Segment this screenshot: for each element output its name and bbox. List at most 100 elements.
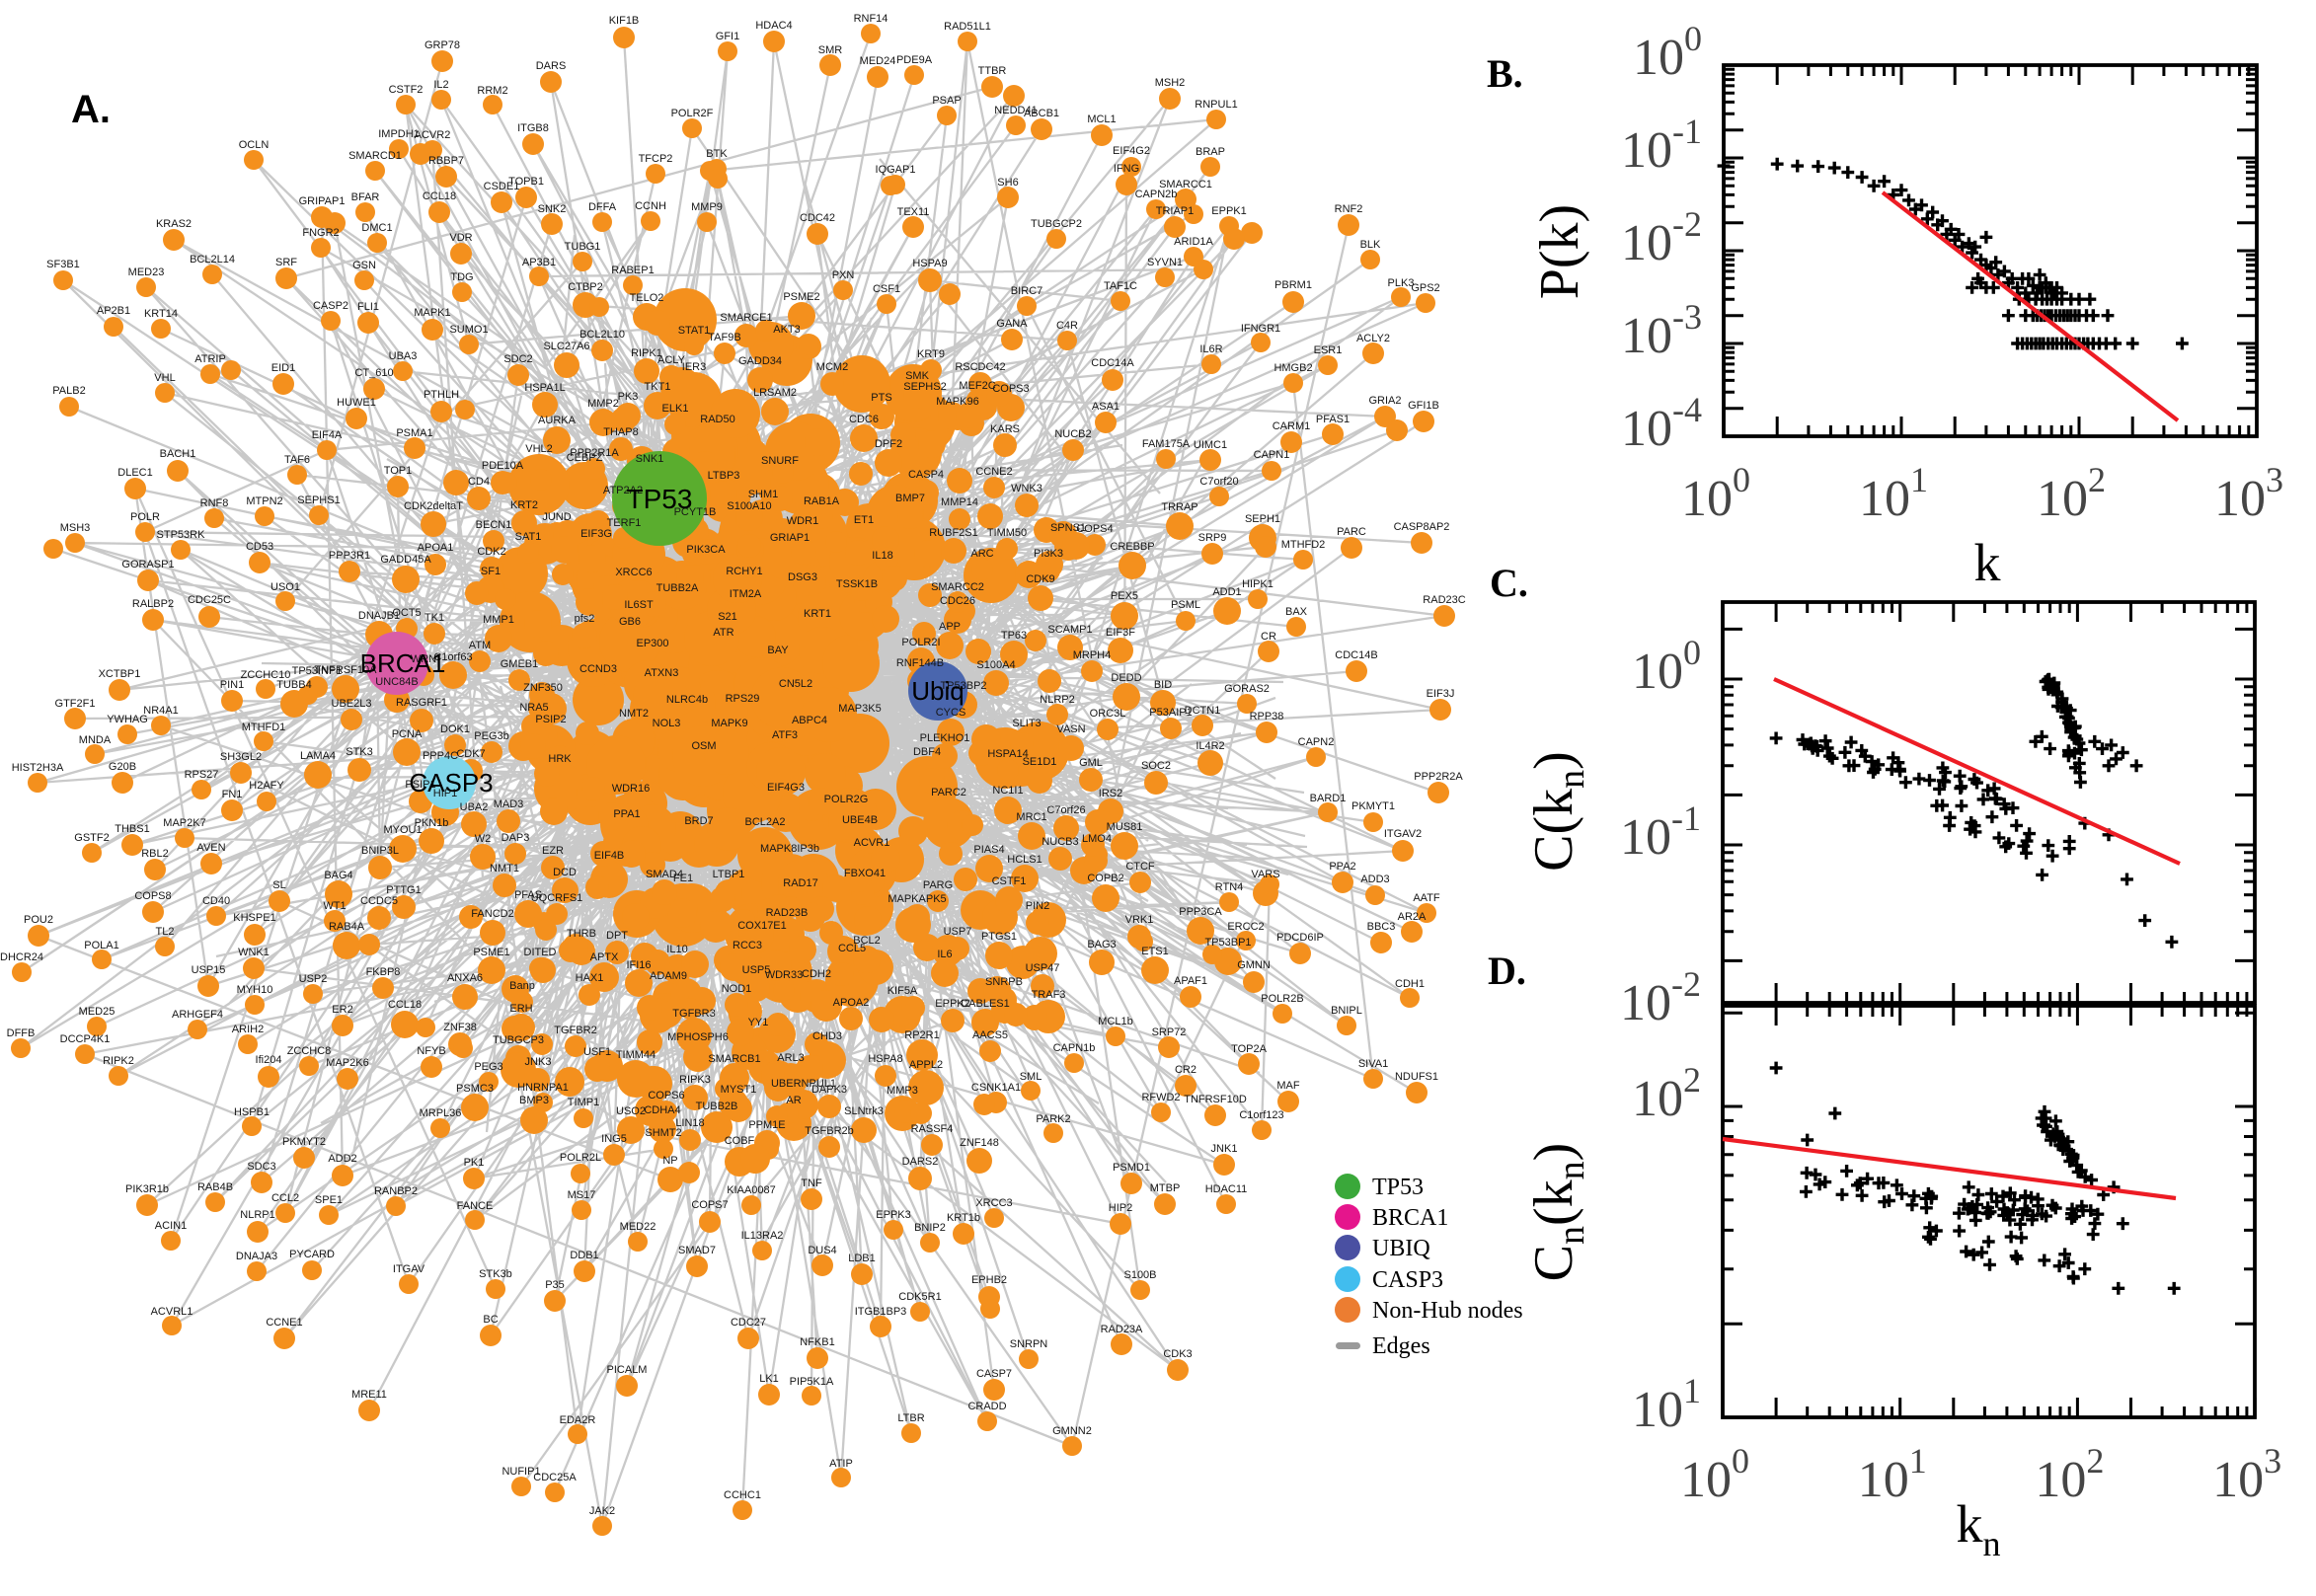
svg-text:IL6R: IL6R [1199,343,1222,355]
svg-text:PSME2: PSME2 [783,291,819,303]
svg-text:BNIPL: BNIPL [1331,1005,1362,1017]
svg-text:CASP8AP2: CASP8AP2 [1394,521,1450,533]
svg-text:PTGS1: PTGS1 [981,931,1017,943]
svg-text:TOPB1: TOPB1 [508,176,544,188]
svg-text:GANA: GANA [996,318,1028,330]
svg-text:C7orf26: C7orf26 [1046,804,1085,816]
svg-text:XRCC3: XRCC3 [975,1197,1012,1209]
svg-text:IL4R2: IL4R2 [1196,740,1224,752]
svg-text:EIF4A: EIF4A [312,429,343,441]
svg-text:ET1: ET1 [854,514,874,526]
svg-text:NDUFS1: NDUFS1 [1395,1071,1438,1083]
svg-text:IL2: IL2 [433,79,448,91]
svg-text:PSML: PSML [1171,599,1200,611]
svg-text:GSTF2: GSTF2 [74,832,109,844]
svg-text:IQGAP1: IQGAP1 [876,164,916,176]
svg-text:ARIH2: ARIH2 [232,1024,264,1035]
svg-text:PIN1: PIN1 [220,679,244,691]
svg-text:NEDD41: NEDD41 [994,105,1037,116]
svg-text:CSTF1: CSTF1 [992,875,1027,887]
svg-text:CDC25A: CDC25A [533,1472,577,1483]
svg-text:RAD23B: RAD23B [766,907,809,919]
svg-text:MMP2: MMP2 [587,398,619,410]
svg-text:SRP9: SRP9 [1198,532,1227,544]
svg-text:RAD17: RAD17 [783,877,817,889]
svg-text:CDH2: CDH2 [802,968,831,980]
svg-text:ADD2: ADD2 [328,1153,356,1165]
svg-text:VARS: VARS [1251,869,1279,880]
svg-text:UBIQ: UBIQ [1372,1236,1430,1261]
svg-text:YWHAG: YWHAG [107,714,148,725]
svg-text:AP2B1: AP2B1 [97,305,130,317]
svg-text:IRS2: IRS2 [1099,788,1122,799]
svg-text:RBBP7: RBBP7 [428,155,464,167]
svg-text:SMARCB1: SMARCB1 [708,1053,760,1065]
svg-text:NOD1: NOD1 [722,983,752,995]
svg-text:TERF1: TERF1 [607,517,642,529]
svg-text:FLI1: FLI1 [357,301,379,313]
svg-text:PIN2: PIN2 [1026,900,1049,912]
svg-text:NUCB3: NUCB3 [1042,836,1078,848]
svg-text:GRIA2: GRIA2 [1368,395,1401,407]
svg-text:TP53BP2: TP53BP2 [940,680,986,692]
svg-text:KRT1b: KRT1b [947,1212,980,1224]
svg-text:TELO2: TELO2 [630,292,664,304]
svg-text:RABEP1: RABEP1 [611,265,654,276]
svg-text:BID: BID [1154,679,1172,691]
svg-text:BARD1: BARD1 [1310,793,1347,804]
svg-text:EPPK2: EPPK2 [935,998,969,1010]
svg-text:W2: W2 [475,833,492,845]
svg-text:RAD51L1: RAD51L1 [944,21,991,33]
svg-text:DUS4: DUS4 [808,1245,836,1256]
svg-text:Banp: Banp [509,980,535,992]
svg-text:RAB4A: RAB4A [329,921,365,933]
svg-text:STP53RK: STP53RK [157,529,206,541]
svg-text:IL6ST: IL6ST [624,599,654,611]
svg-text:FBXO41: FBXO41 [844,868,886,879]
svg-text:SHMT2: SHMT2 [645,1127,681,1139]
svg-text:ANXA6: ANXA6 [447,972,483,984]
svg-text:RNPUL1: RNPUL1 [1195,99,1237,111]
svg-text:IFNG: IFNG [1114,163,1139,175]
svg-text:CDK5R1: CDK5R1 [898,1291,941,1303]
svg-text:SNRPB: SNRPB [985,976,1023,988]
svg-text:USO1: USO1 [270,581,300,593]
svg-text:USO2: USO2 [616,1105,646,1117]
svg-text:FANCD2: FANCD2 [471,908,513,920]
svg-text:GMNN: GMNN [1237,959,1271,971]
svg-text:KRAS2: KRAS2 [156,218,192,230]
svg-text:CD53: CD53 [246,541,273,553]
svg-text:NLRC4b: NLRC4b [666,694,708,706]
svg-text:EIF3J: EIF3J [1427,688,1455,700]
svg-text:CDC14A: CDC14A [1091,357,1134,369]
svg-text:ARC: ARC [970,548,993,560]
svg-text:CHD3: CHD3 [812,1030,842,1042]
svg-text:MSH2: MSH2 [1155,77,1186,89]
svg-text:MYH10: MYH10 [237,984,273,996]
svg-text:VASN: VASN [1056,723,1085,735]
svg-text:APTX: APTX [590,951,619,963]
svg-text:TRIAP1: TRIAP1 [1156,205,1195,217]
svg-text:UBE4B: UBE4B [842,814,878,826]
svg-text:ITM2A: ITM2A [730,588,762,600]
svg-text:CASP4: CASP4 [908,469,944,481]
svg-text:PPP2R1A: PPP2R1A [570,447,619,459]
svg-text:CAPN1b: CAPN1b [1053,1042,1096,1054]
svg-text:APP: APP [939,621,961,633]
svg-text:MAP2K6: MAP2K6 [326,1057,368,1069]
svg-text:MED25: MED25 [79,1006,116,1018]
svg-text:MAF: MAF [1276,1080,1300,1092]
svg-text:XCTBP1: XCTBP1 [99,668,141,680]
svg-text:OCT5: OCT5 [392,607,421,619]
svg-text:PLK3: PLK3 [1388,277,1415,289]
svg-text:MMP1: MMP1 [483,614,514,626]
svg-text:LAMA4: LAMA4 [300,750,336,762]
svg-text:ASA1: ASA1 [1092,401,1119,413]
svg-text:D.: D. [1488,949,1526,993]
svg-text:TFCP2: TFCP2 [639,153,673,165]
svg-text:SMR: SMR [818,44,843,56]
svg-text:C1orf63: C1orf63 [433,651,472,663]
svg-text:POLR2G: POLR2G [824,794,869,805]
svg-text:BECN1: BECN1 [476,519,512,531]
svg-text:MAPK96: MAPK96 [936,396,978,408]
